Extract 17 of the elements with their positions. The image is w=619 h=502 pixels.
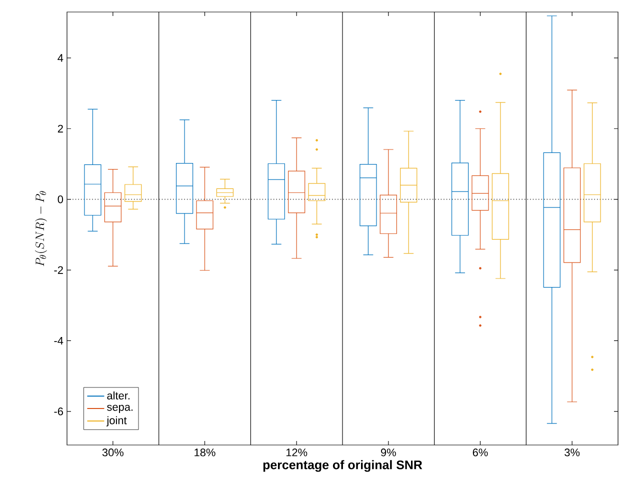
y-tick-label: 0 [58,195,64,204]
y-tick-label: -6 [54,408,63,416]
x-tick-label: 30% [102,448,124,456]
x-tick-label: 6% [472,448,488,456]
x-tick-label: 18% [194,448,216,456]
y-axis-title: $P_\theta(SNR) - P_\theta$ [34,191,47,266]
legend-label: joint [106,416,127,426]
legend-label: alter. [107,391,130,400]
legend-label: sepa. [107,404,133,414]
y-tick-label: 4 [58,54,64,62]
y-tick-label: -2 [54,266,63,274]
x-axis-title: percentage of original SNR [263,460,422,472]
x-tick-label: 9% [381,448,396,456]
y-tick-label: -4 [54,336,64,344]
x-tick-label: 12% [286,448,308,456]
y-tick-label: 2 [58,124,63,132]
x-tick-label: 3% [564,448,580,456]
